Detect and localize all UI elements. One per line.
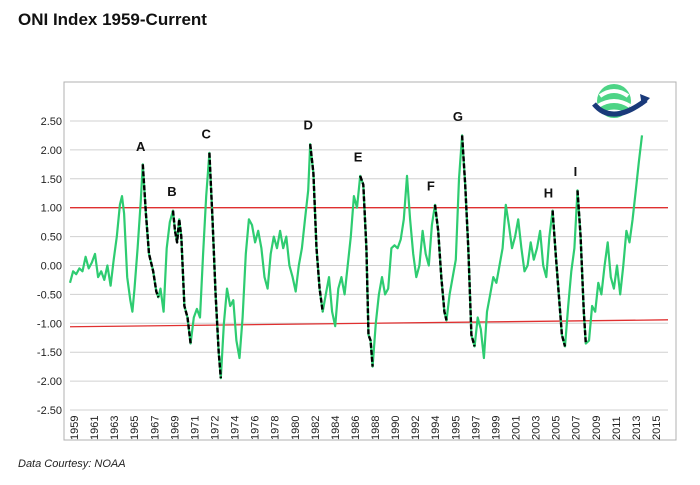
- x-tick-label: 2015: [651, 416, 663, 440]
- x-tick-label: 2009: [591, 416, 603, 440]
- x-tick-label: 2003: [531, 416, 543, 440]
- x-tick-label: 1982: [310, 416, 322, 440]
- x-tick-label: 1990: [390, 416, 402, 440]
- x-tick-label: 1986: [350, 416, 362, 440]
- x-tick-label: 1969: [169, 416, 181, 440]
- x-tick-label: 1988: [370, 416, 382, 440]
- y-tick-label: 1.50: [41, 174, 62, 186]
- x-tick-label: 1963: [109, 416, 121, 440]
- globe-arrow-logo-icon: [592, 84, 650, 118]
- episode-segment: [141, 164, 160, 298]
- episode-segments: [141, 135, 587, 379]
- y-tick-label: -2.00: [37, 376, 62, 388]
- y-tick-label: -0.50: [37, 289, 62, 301]
- episode-segment: [576, 190, 587, 344]
- y-tick-label: -1.50: [37, 347, 62, 359]
- y-tick-label: 0.00: [41, 261, 62, 273]
- episode-labels: A B C D E F G H I: [136, 109, 577, 200]
- x-tick-label: 1980: [290, 416, 302, 440]
- y-axis-ticks: 2.50 2.00 1.50 1.00 0.50 0.00 -0.50 -1.00 -1.50 -…: [37, 116, 62, 417]
- x-tick-label: 2011: [611, 416, 623, 440]
- x-tick-label: 1974: [230, 416, 242, 440]
- x-tick-label: 2007: [571, 416, 583, 440]
- x-tick-label: 1995: [450, 416, 462, 440]
- data-credit: Data Courtesy: NOAA: [18, 458, 126, 470]
- x-tick-label: 1976: [250, 416, 262, 440]
- episode-label-h: H: [544, 185, 553, 200]
- x-tick-label: 1972: [209, 416, 221, 440]
- gridlines: [70, 120, 668, 411]
- episode-label-a: A: [136, 139, 146, 154]
- x-tick-label: 2013: [631, 416, 643, 440]
- y-tick-label: -1.00: [37, 318, 62, 330]
- episode-segment: [359, 175, 374, 367]
- episode-label-c: C: [202, 126, 212, 141]
- y-tick-label: 1.00: [41, 203, 62, 215]
- x-tick-label: 1967: [149, 416, 161, 440]
- x-tick-label: 1984: [330, 416, 342, 440]
- episode-label-i: I: [574, 164, 578, 179]
- episode-segment: [433, 204, 448, 321]
- chart-title: ONI Index 1959-Current: [18, 10, 207, 29]
- y-tick-label: 2.00: [41, 145, 62, 157]
- x-tick-label: 1992: [410, 416, 422, 440]
- episode-label-f: F: [427, 178, 435, 193]
- episode-segment: [208, 152, 222, 379]
- episode-label-b: B: [167, 184, 176, 199]
- x-tick-label: 1959: [69, 416, 81, 440]
- episode-label-g: G: [453, 109, 463, 124]
- x-tick-label: 2001: [511, 416, 523, 440]
- x-tick-label: 1997: [470, 416, 482, 440]
- y-tick-label: -2.50: [37, 405, 62, 417]
- episode-label-d: D: [303, 118, 312, 133]
- x-tick-label: 1994: [430, 416, 442, 440]
- episode-segment: [171, 210, 192, 344]
- episode-segment: [460, 135, 476, 347]
- x-tick-label: 1971: [189, 416, 201, 440]
- x-tick-label: 1961: [89, 416, 101, 440]
- oni-series: [68, 134, 644, 380]
- episode-segment: [309, 143, 324, 312]
- plot-frame: [63, 81, 677, 441]
- episode-segment: [551, 210, 567, 347]
- oni-series-line: [68, 134, 644, 380]
- y-tick-label: 0.50: [41, 232, 62, 244]
- y-tick-label: 2.50: [41, 116, 62, 128]
- x-tick-label: 2005: [551, 416, 563, 440]
- x-axis-ticks: 1959 1961 1963 1965 1967 1969 1971 1972 1974 1976…: [69, 416, 663, 440]
- episode-label-e: E: [354, 149, 363, 164]
- x-tick-label: 1999: [490, 416, 502, 440]
- x-tick-label: 1965: [129, 416, 141, 440]
- x-tick-label: 1978: [270, 416, 282, 440]
